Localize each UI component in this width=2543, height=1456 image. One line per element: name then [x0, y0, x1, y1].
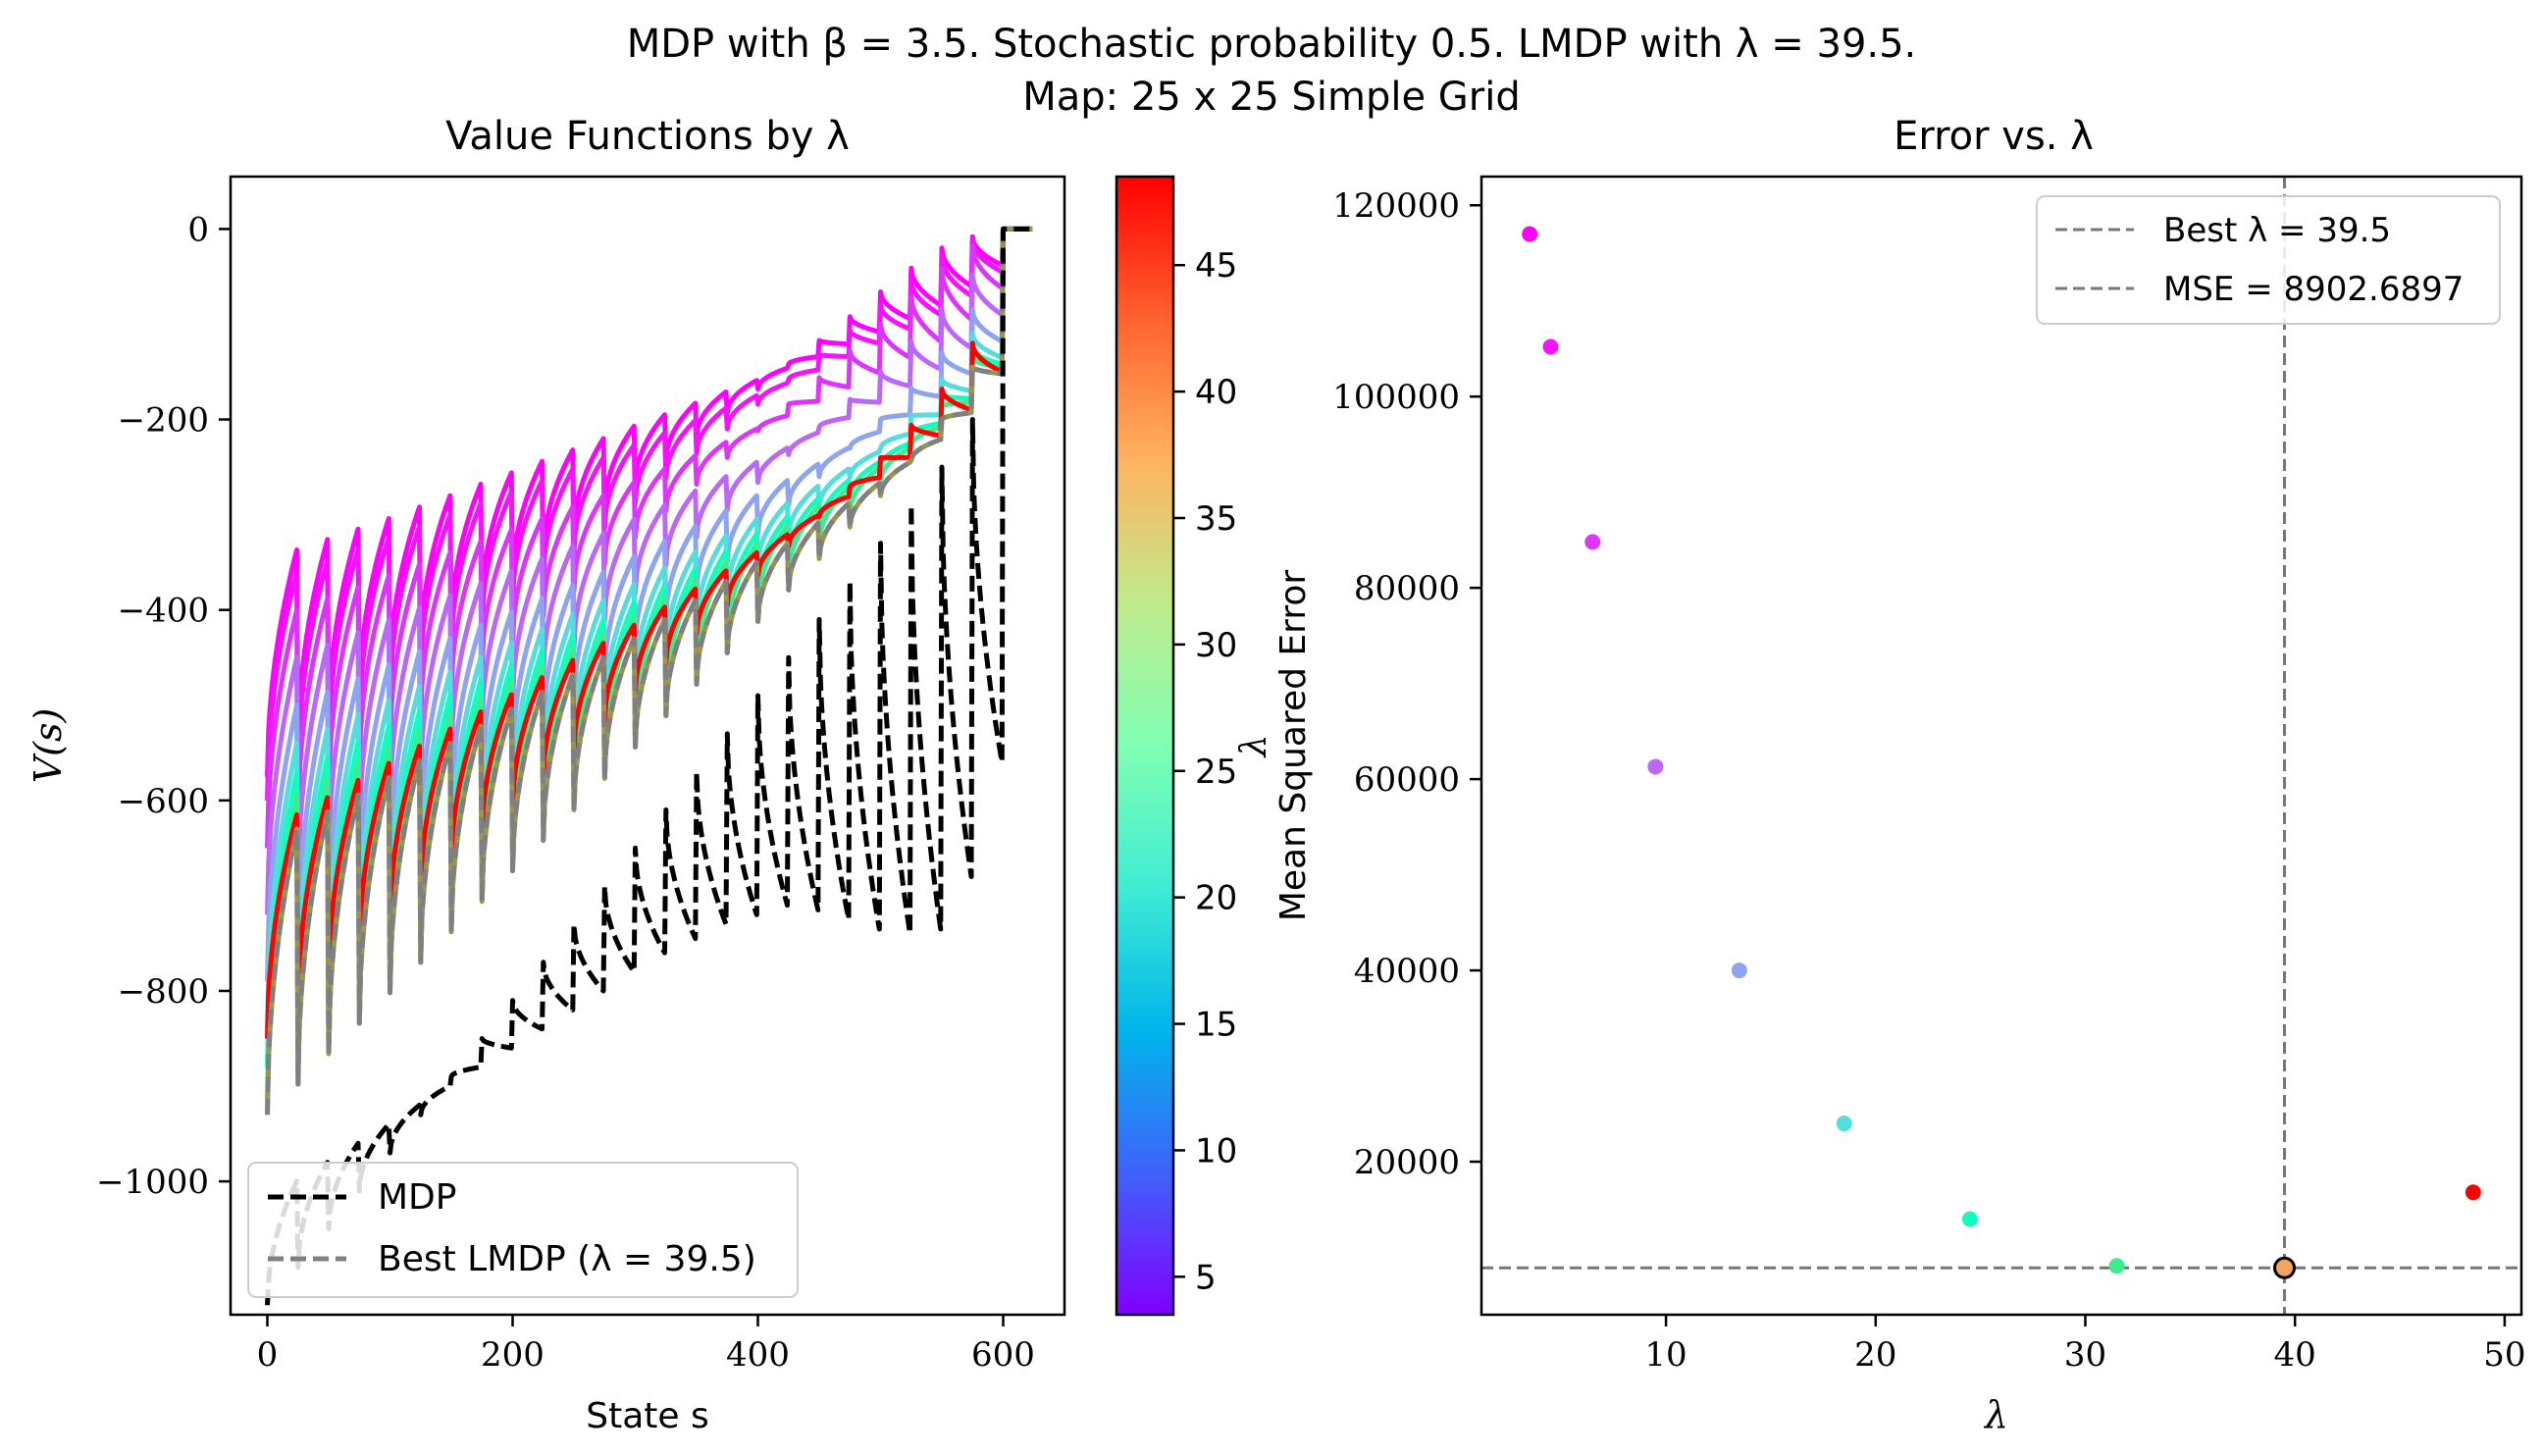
colorbar-tick-label: 5 [1195, 1258, 1217, 1297]
right-x-tick-label: 10 [1644, 1335, 1687, 1375]
value-functions-panel: Value Functions by λ 0 200 400 600 0 −200 −40… [26, 114, 1066, 1436]
right-y-tick-label: 40000 [1354, 952, 1460, 991]
legend-mdp-label: MDP [378, 1177, 457, 1218]
left-x-tick-label: 0 [257, 1335, 279, 1375]
right-y-axis-label: Mean Squared Error [1273, 570, 1314, 922]
suptitle-line-1: MDP with β = 3.5. Stochastic probability… [627, 22, 1917, 67]
left-legend-box [247, 1162, 799, 1298]
right-x-ticks: 10 20 30 40 50 [1644, 1315, 2526, 1375]
error-point [2465, 1184, 2481, 1201]
colorbar-tick-label: 45 [1195, 246, 1237, 286]
right-y-tick-label: 80000 [1354, 569, 1460, 608]
left-y-tick-label: −800 [118, 972, 209, 1012]
error-panel: Error vs. λ 10 20 30 40 50 20000 40000 60000 80… [1273, 114, 2526, 1436]
right-legend: Best λ = 39.5 MSE = 8902.6897 [2036, 195, 2501, 325]
right-legend-box [2036, 195, 2501, 325]
colorbar-gradient [1115, 175, 1175, 1317]
right-x-tick-label: 30 [2064, 1335, 2106, 1375]
left-legend: MDP Best LMDP (λ = 39.5) [247, 1162, 799, 1298]
suptitle-line-2: Map: 25 x 25 Simple Grid [1022, 75, 1520, 120]
value-line-lambda-4-5 [265, 226, 1034, 801]
error-point [1542, 338, 1559, 355]
right-y-ticks: 20000 40000 60000 80000 100000 120000 [1332, 186, 1481, 1182]
colorbar-tick-label: 25 [1195, 753, 1237, 792]
error-point [2108, 1258, 2125, 1274]
colorbar-tick-label: 10 [1195, 1131, 1237, 1170]
left-chart-title: Value Functions by λ [445, 114, 850, 159]
left-x-axis-label: State s [586, 1396, 709, 1436]
value-line-mdp [265, 226, 1034, 1306]
right-y-tick-label: 100000 [1332, 378, 1460, 417]
error-point [1961, 1211, 1978, 1227]
value-line-lambda-9-5 [265, 226, 1034, 915]
error-point [1731, 962, 1747, 979]
value-line-lambda-6-5 [265, 226, 1034, 849]
left-y-ticks: 0 −200 −400 −600 −800 −1000 [96, 210, 231, 1202]
value-line-lambda-13-5 [265, 226, 1034, 982]
colorbar-label: λ [1234, 735, 1274, 759]
best-reference-lines [1481, 177, 2521, 1315]
right-chart-title: Error vs. λ [1894, 114, 2094, 159]
colorbar-tick-label: 20 [1195, 879, 1237, 918]
left-y-tick-label: −1000 [96, 1163, 209, 1202]
value-line-best-lmdp-39-5 [265, 226, 1034, 1116]
value-line-lambda-48-5 [265, 226, 1034, 1039]
best-error-point [2273, 1256, 2297, 1279]
colorbar-tick-label: 40 [1195, 373, 1237, 412]
left-x-tick-label: 600 [971, 1335, 1035, 1375]
legend-best-lmdp-label: Best LMDP (λ = 39.5) [378, 1239, 756, 1279]
colorbar-ticks: 5 10 15 20 25 30 35 40 45 [1173, 246, 1237, 1297]
right-y-tick-label: 60000 [1354, 760, 1460, 800]
right-x-tick-label: 20 [1854, 1335, 1896, 1375]
colorbar: 5 10 15 20 25 30 35 40 45 λ [1115, 175, 1274, 1317]
value-line-lambda-3-5 [265, 226, 1034, 777]
right-plot-frame [1479, 175, 2523, 1317]
left-plot-frame [229, 175, 1066, 1317]
right-x-tick-label: 40 [2274, 1335, 2316, 1375]
colorbar-tick-label: 30 [1195, 626, 1237, 665]
legend-mse-label: MSE = 8902.6897 [2163, 270, 2464, 309]
right-y-tick-label: 20000 [1354, 1143, 1460, 1182]
error-point [1584, 534, 1601, 550]
left-y-tick-label: 0 [187, 210, 209, 249]
legend-best-lambda-label: Best λ = 39.5 [2163, 211, 2391, 250]
error-point [1522, 226, 1538, 242]
error-point [1836, 1116, 1852, 1132]
error-points [1522, 226, 2481, 1279]
left-y-tick-label: −200 [118, 401, 209, 441]
left-y-tick-label: −600 [118, 782, 209, 821]
left-y-tick-label: −400 [118, 592, 209, 631]
value-function-lines [265, 226, 1034, 1306]
right-x-tick-label: 50 [2483, 1335, 2525, 1375]
right-y-tick-label: 120000 [1332, 186, 1460, 226]
left-y-axis-label: V(s) [26, 708, 70, 784]
left-x-tick-label: 200 [481, 1335, 545, 1375]
colorbar-tick-label: 35 [1195, 499, 1237, 539]
error-point [1647, 758, 1664, 775]
left-x-ticks: 0 200 400 600 [257, 1315, 1035, 1375]
left-x-tick-label: 400 [726, 1335, 790, 1375]
right-x-axis-label: λ [1983, 1393, 2008, 1436]
colorbar-tick-label: 15 [1195, 1006, 1237, 1045]
value-line-lambda-18-5 [265, 226, 1034, 1029]
